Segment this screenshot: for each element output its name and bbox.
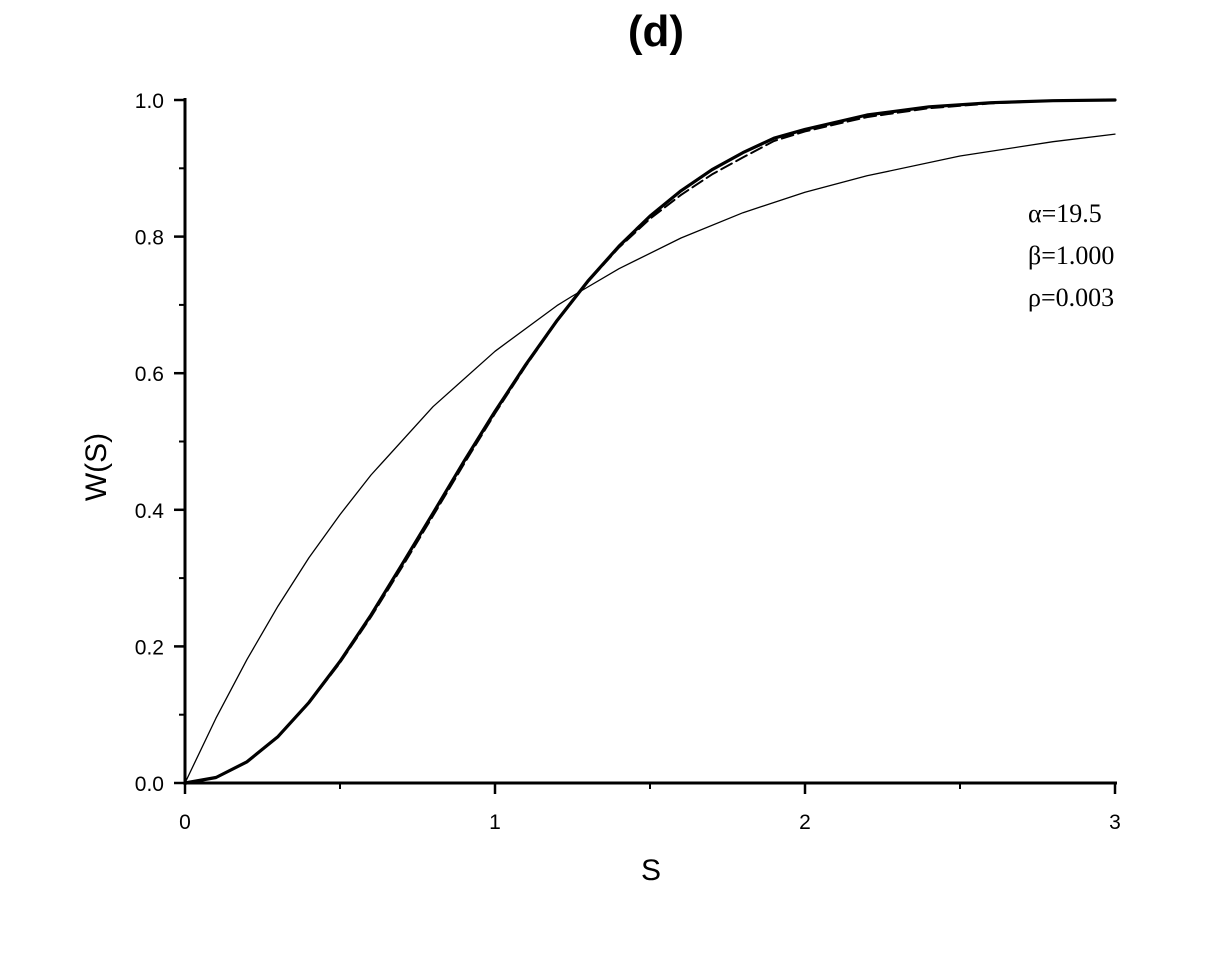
annotation-rho: ρ=0.003 xyxy=(1028,283,1114,312)
plot-area: 0 1 2 3 0.0 0.2 0.4 0.6 0.8 1.0 xyxy=(135,90,1121,834)
y-tick-label: 0.2 xyxy=(135,636,164,659)
y-tick-label: 0.0 xyxy=(135,773,164,796)
series-line-1 xyxy=(184,133,1116,784)
annotation-alpha: α=19.5 xyxy=(1028,199,1102,228)
y-tick-label: 1.0 xyxy=(135,90,164,113)
annotation-beta: β=1.000 xyxy=(1028,241,1114,270)
parameter-annotations: α=19.5 β=1.000 ρ=0.003 xyxy=(1028,199,1114,312)
y-tick-label: 0.4 xyxy=(135,500,165,523)
x-tick-label: 1 xyxy=(489,811,501,834)
tick-layer: 0 1 2 3 0.0 0.2 0.4 0.6 0.8 1.0 xyxy=(135,90,1121,834)
y-tick-label: 0.8 xyxy=(135,227,164,250)
series-layer xyxy=(183,98,1117,785)
x-axis-label: S xyxy=(641,854,661,887)
x-tick-label: 2 xyxy=(799,811,811,834)
x-tick-label: 0 xyxy=(179,811,191,834)
y-tick-label: 0.6 xyxy=(135,363,164,386)
series-line-3 xyxy=(184,99,1116,784)
y-axis-label: W(S) xyxy=(80,433,113,501)
chart-title: (d) xyxy=(628,7,684,56)
series-line-2 xyxy=(183,98,1117,785)
x-tick-label: 3 xyxy=(1109,811,1121,834)
